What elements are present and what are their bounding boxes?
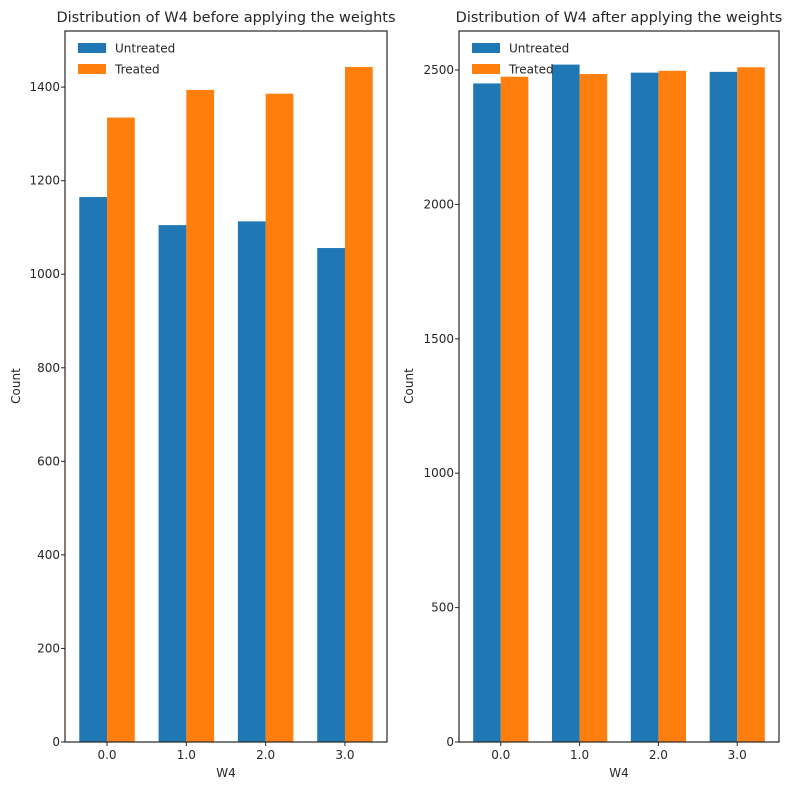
legend-label-untreated: Untreated	[509, 42, 569, 56]
y-tick-label: 1000	[29, 267, 60, 281]
tick-group: 0.0 1.0 2.0 3.0 0 200 400 600 800 1000 1200 1400	[29, 80, 354, 762]
y-tick-label: 200	[37, 641, 60, 655]
bar-untreated-1.0	[158, 225, 187, 742]
legend-label-untreated: Untreated	[115, 42, 175, 56]
bar-treated-3.0	[344, 67, 373, 742]
x-tick-label: 1.0	[177, 748, 196, 762]
bar-treated-1.0	[186, 89, 215, 742]
x-axis-label: W4	[609, 766, 629, 780]
y-tick-label: 1000	[423, 466, 454, 480]
x-tick-label: 3.0	[728, 748, 747, 762]
y-axis-label: Count	[9, 368, 23, 404]
x-tick-label: 0.0	[97, 748, 116, 762]
legend-label-treated: Treated	[114, 63, 160, 77]
bar-treated-2.0	[658, 70, 686, 742]
legend-swatch-treated	[472, 64, 500, 74]
legend-swatch-untreated	[472, 43, 500, 53]
y-tick-label: 400	[37, 548, 60, 562]
chart-panel-after: Distribution of W4 after applying the we…	[402, 10, 782, 780]
legend: Untreated Treated	[472, 42, 569, 77]
x-tick-label: 3.0	[335, 748, 354, 762]
y-tick-label: 2500	[423, 63, 454, 77]
bar-treated-1.0	[579, 74, 608, 742]
axes-frame	[64, 30, 388, 743]
bar-untreated-0.0	[473, 83, 501, 743]
y-tick-label: 1500	[423, 332, 454, 346]
bar-treated-3.0	[737, 67, 765, 743]
x-tick-label: 0.0	[491, 748, 510, 762]
y-tick-label: 1200	[29, 174, 60, 188]
legend-label-treated: Treated	[508, 63, 554, 77]
y-axis-label: Count	[402, 368, 416, 404]
y-tick-label: 800	[37, 361, 60, 375]
chart-title: Distribution of W4 before applying the w…	[56, 10, 395, 26]
x-tick-label: 2.0	[256, 748, 275, 762]
bar-untreated-2.0	[237, 221, 266, 742]
bars-group	[473, 64, 765, 743]
x-tick-label: 2.0	[649, 748, 668, 762]
y-tick-label: 600	[37, 454, 60, 468]
bar-treated-0.0	[107, 117, 135, 743]
tick-group: 0.0 1.0 2.0 3.0 0 500 1000 1500 2000 2500	[423, 63, 746, 762]
y-tick-label: 2000	[423, 197, 454, 211]
chart-title: Distribution of W4 after applying the we…	[456, 10, 783, 26]
axes-frame	[458, 30, 780, 743]
chart-panel-before: Distribution of W4 before applying the w…	[9, 10, 396, 780]
bars-group	[79, 67, 373, 743]
bar-untreated-0.0	[79, 197, 108, 742]
legend: Untreated Treated	[78, 42, 175, 77]
y-tick-label: 500	[431, 601, 454, 615]
bar-treated-0.0	[500, 76, 529, 742]
x-axis-label: W4	[216, 766, 236, 780]
y-tick-label: 1400	[29, 80, 60, 94]
y-tick-label: 0	[52, 735, 60, 749]
bar-untreated-3.0	[709, 71, 738, 743]
y-tick-label: 0	[446, 735, 454, 749]
bar-untreated-1.0	[552, 64, 580, 743]
legend-swatch-untreated	[78, 43, 106, 53]
bar-untreated-2.0	[630, 72, 659, 743]
bar-treated-2.0	[265, 93, 294, 743]
bar-untreated-3.0	[317, 248, 345, 743]
legend-swatch-treated	[78, 64, 106, 74]
x-tick-label: 1.0	[570, 748, 589, 762]
